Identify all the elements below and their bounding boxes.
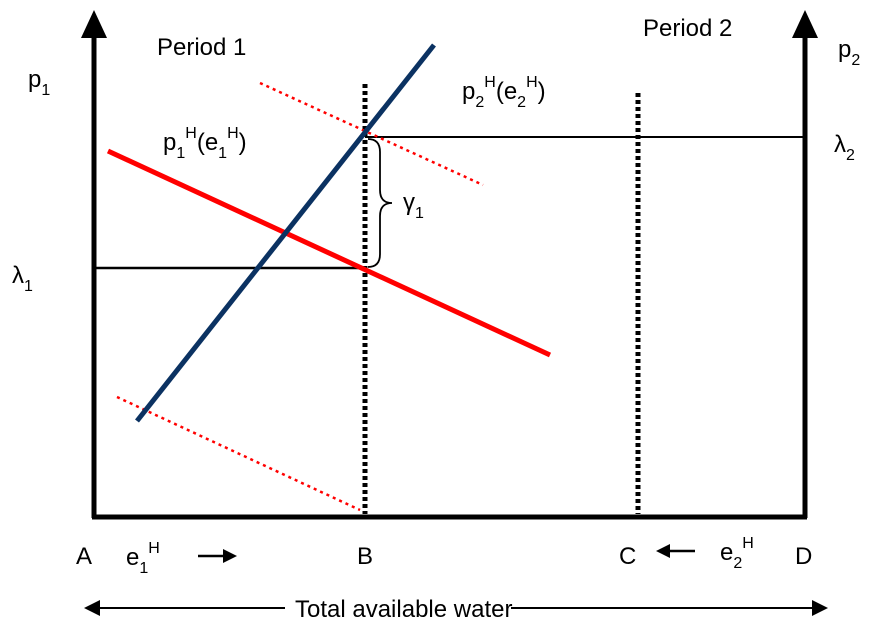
double-headed-arrow-icon (84, 600, 828, 616)
right-axis-arrowhead-icon (792, 10, 818, 38)
p1-axis-label: p1 (28, 66, 50, 99)
gamma1-label: γ1 (403, 189, 424, 222)
point-b-label: B (357, 543, 373, 570)
right-arrow-icon (198, 549, 237, 563)
shifted-demand-lower (116, 395, 361, 512)
curve2-label: p2H(e2H) (462, 74, 546, 111)
period1-label: Period 1 (157, 34, 246, 61)
period2-label: Period 2 (643, 15, 732, 42)
left-axis-arrowhead-icon (81, 10, 107, 38)
gamma1-brace (367, 138, 393, 268)
lambda2-label: λ2 (834, 131, 855, 164)
point-c-label: C (619, 543, 636, 570)
shifted-demand-upper (259, 81, 484, 187)
left-arrow-icon (656, 544, 695, 558)
e1-label: e1H (126, 540, 160, 577)
lambda1-label: λ1 (12, 262, 33, 295)
curve1-label: p1H(e1H) (163, 125, 247, 162)
p2-axis-label: p2 (838, 36, 860, 69)
point-d-label: D (795, 543, 812, 570)
demand-curve-period1 (106, 148, 552, 358)
e2-label: e2H (720, 535, 754, 572)
total-water-label: Total available water (295, 596, 512, 623)
point-a-label: A (76, 543, 92, 570)
demand-curve-period2 (135, 43, 436, 423)
